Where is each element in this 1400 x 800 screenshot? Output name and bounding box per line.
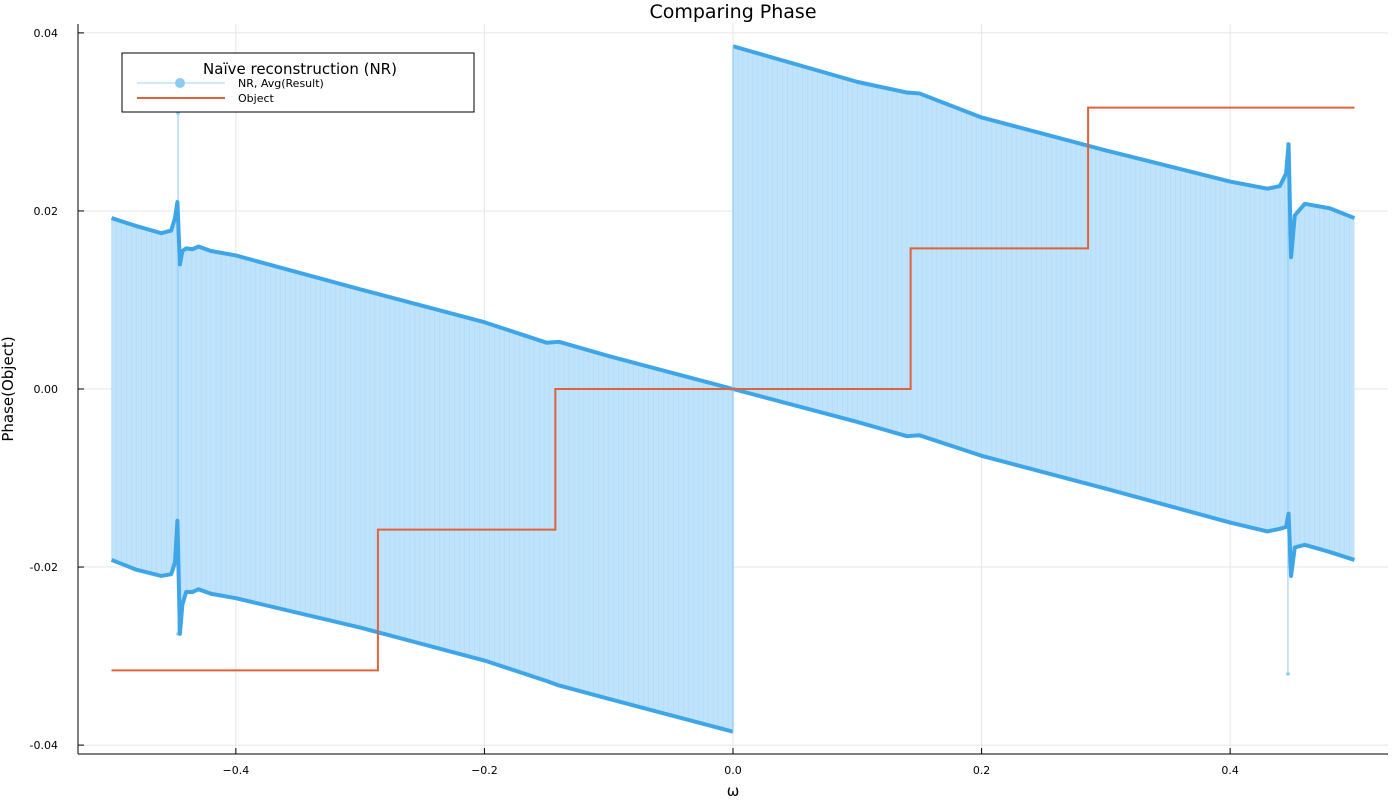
x-tick-label-0: −0.4: [222, 764, 249, 777]
x-tick-label-1: −0.2: [471, 764, 498, 777]
legend-nr-swatch-marker: [175, 78, 185, 88]
legend: Naïve reconstruction (NR) NR, Avg(Result…: [121, 52, 475, 113]
nr-line-lower: [110, 518, 734, 734]
y-tick-label-0: -0.04: [30, 739, 58, 752]
y-tick-label-3: 0.02: [34, 205, 59, 218]
nr-band-left: [111, 202, 734, 732]
x-tick-label-4: 0.4: [1221, 764, 1239, 777]
x-tick-label-2: 0.0: [724, 764, 742, 777]
x-axis-label: ω: [727, 782, 740, 800]
object-series-line: [111, 106, 1355, 672]
y-tick-label-4: 0.04: [34, 27, 59, 40]
plot-area: [110, 44, 1356, 734]
axes: −0.4 −0.2 0.0 0.2 0.4 -0.04 -0.02 0.00 0.02 0.04: [30, 24, 1388, 777]
nr-spike-point-3: [1286, 672, 1290, 676]
y-axis-label: Phase(Object): [0, 336, 17, 441]
legend-title: Naïve reconstruction (NR): [203, 60, 397, 78]
chart-title: Comparing Phase: [649, 1, 816, 23]
nr-band-right: [733, 46, 1355, 576]
nr-line-upper: [110, 200, 734, 391]
nr-line-upper-right: [732, 44, 1356, 260]
legend-entry-object: Object: [238, 92, 275, 105]
y-tick-label-2: 0.00: [34, 383, 59, 396]
y-tick-label-1: -0.02: [30, 561, 58, 574]
legend-entry-nr: NR, Avg(Result): [238, 77, 324, 90]
nr-stems: [111, 46, 1350, 731]
nr-line-lower-right: [732, 387, 1356, 578]
x-tick-label-3: 0.2: [973, 764, 991, 777]
